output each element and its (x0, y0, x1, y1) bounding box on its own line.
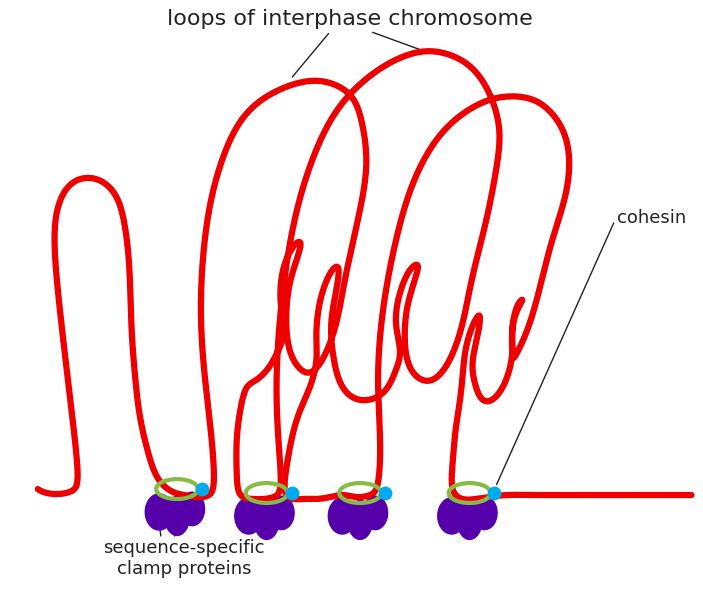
Text: cohesin: cohesin (617, 209, 686, 227)
Polygon shape (146, 494, 173, 530)
Polygon shape (472, 496, 497, 530)
Point (286, 488, 297, 498)
Point (489, 488, 500, 498)
Point (196, 484, 207, 494)
Polygon shape (235, 498, 263, 534)
Polygon shape (348, 500, 373, 539)
Polygon shape (269, 496, 294, 530)
Text: sequence-specific
clamp proteins: sequence-specific clamp proteins (103, 539, 265, 578)
Polygon shape (363, 496, 387, 530)
Point (380, 488, 391, 498)
Polygon shape (438, 498, 465, 534)
Polygon shape (328, 498, 356, 534)
Polygon shape (165, 496, 190, 536)
Polygon shape (457, 500, 482, 539)
Polygon shape (254, 500, 279, 539)
Polygon shape (179, 492, 205, 526)
Text: loops of interphase chromosome: loops of interphase chromosome (167, 10, 533, 29)
